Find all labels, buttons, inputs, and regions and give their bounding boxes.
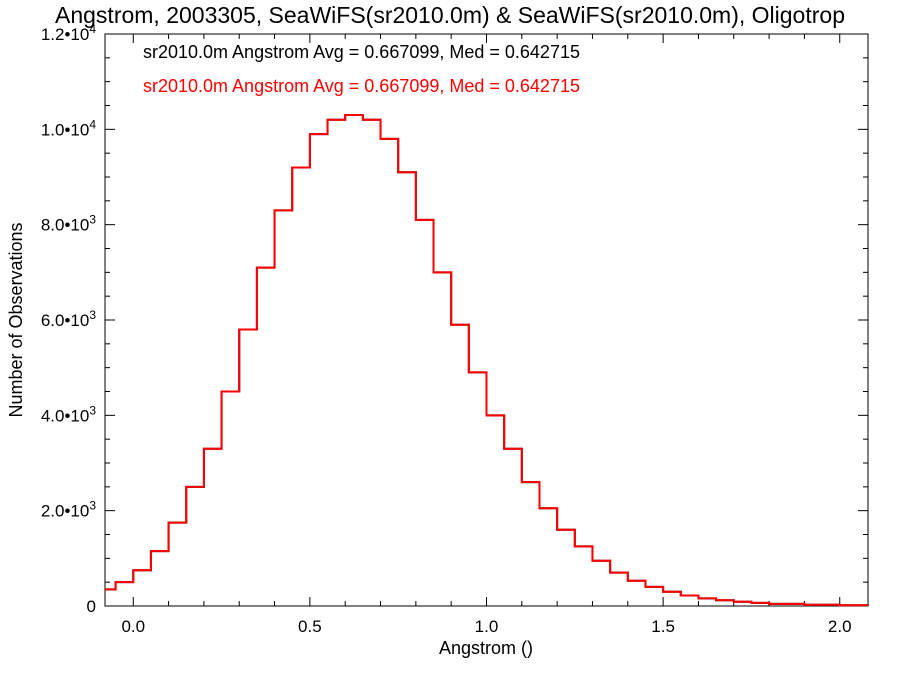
x-tick-labels: 0.0 0.5 1.0 1.5 2.0 [121, 617, 851, 636]
y-tick-label: 4.0•103 [41, 403, 97, 425]
y-tick-label: 1.2•104 [41, 22, 97, 44]
histogram-line-black [105, 114, 869, 607]
annotation-red: sr2010.0m Angstrom Avg = 0.667099, Med =… [143, 76, 580, 96]
y-tick-label: 6.0•103 [41, 308, 97, 330]
y-tick-labels: 0 2.0•103 4.0•103 6.0•103 8.0•103 1.0•104 1.2•… [41, 22, 97, 616]
x-tick-label: 0.5 [298, 617, 322, 636]
annotation-black: sr2010.0m Angstrom Avg = 0.667099, Med =… [143, 42, 580, 62]
chart-title: Angstrom, 2003305, SeaWiFS(sr2010.0m) & … [55, 2, 845, 28]
x-tick-label: 0.0 [121, 617, 145, 636]
axis-ticks [105, 33, 868, 607]
plot-frame [104, 33, 869, 607]
histogram-line-red [105, 114, 869, 607]
y-tick-label: 8.0•103 [41, 213, 97, 235]
y-tick-label: 1.0•104 [41, 117, 97, 139]
x-axis-label: Angstrom () [439, 638, 533, 658]
series-layer [105, 114, 869, 607]
y-tick-label: 2.0•103 [41, 499, 97, 521]
y-axis-label: Number of Observations [6, 222, 26, 417]
x-tick-label: 1.0 [475, 617, 499, 636]
y-tick-label: 0 [87, 597, 96, 616]
x-tick-label: 1.5 [651, 617, 675, 636]
x-tick-label: 2.0 [828, 617, 852, 636]
